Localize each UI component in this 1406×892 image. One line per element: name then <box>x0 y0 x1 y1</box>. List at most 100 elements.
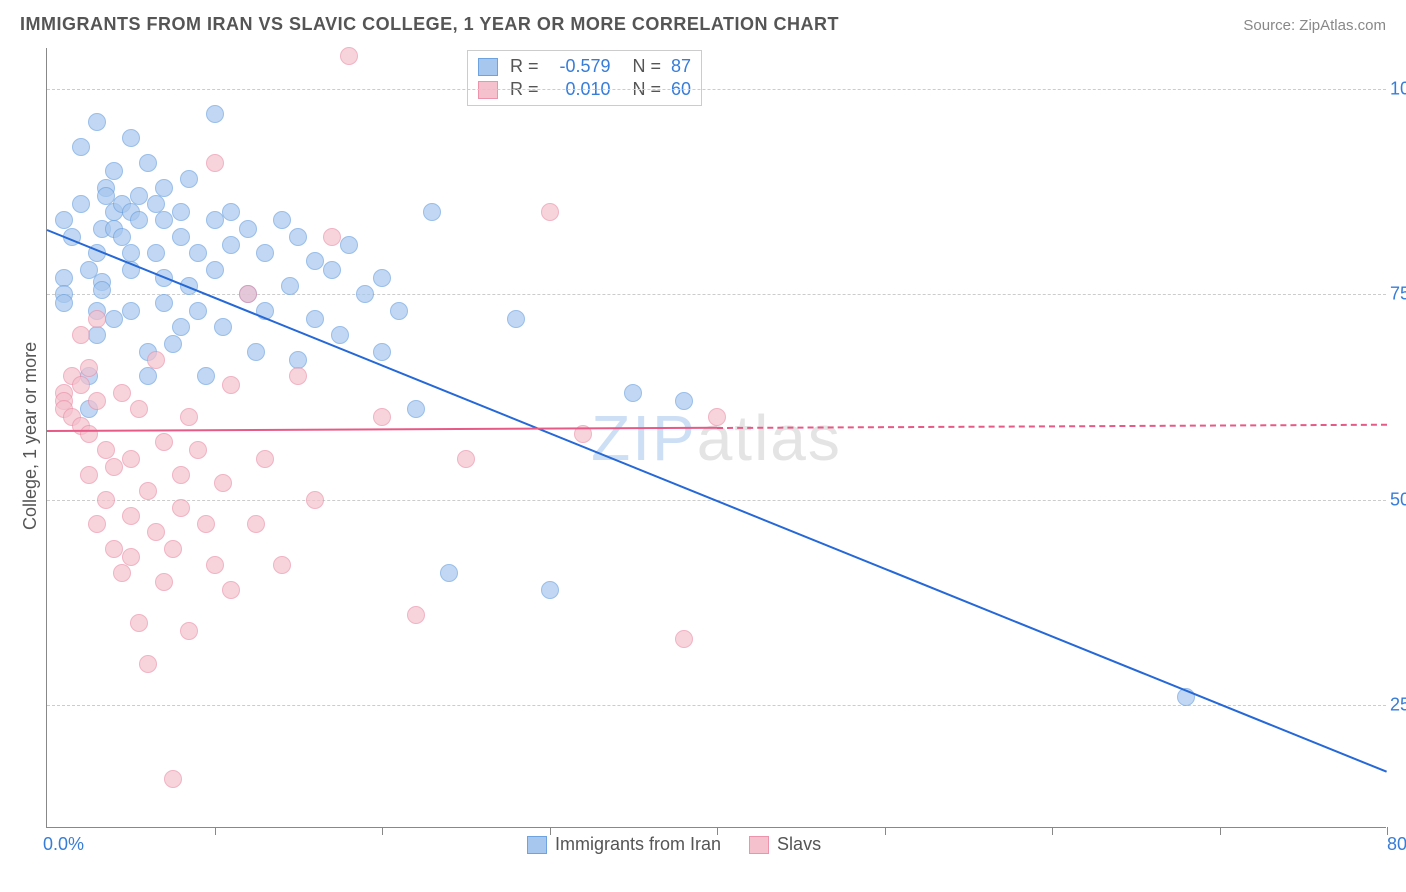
x-tick <box>717 827 718 835</box>
scatter-point-iran <box>289 228 307 246</box>
scatter-point-slavs <box>105 540 123 558</box>
scatter-point-iran <box>373 269 391 287</box>
scatter-point-slavs <box>130 400 148 418</box>
series-legend: Immigrants from IranSlavs <box>527 834 821 855</box>
x-tick <box>382 827 383 835</box>
scatter-point-iran <box>206 105 224 123</box>
y-axis-label: College, 1 year or more <box>20 342 41 530</box>
x-min-label: 0.0% <box>43 834 84 855</box>
scatter-point-iran <box>206 211 224 229</box>
scatter-point-iran <box>373 343 391 361</box>
scatter-point-slavs <box>122 507 140 525</box>
scatter-point-iran <box>197 367 215 385</box>
scatter-point-slavs <box>80 425 98 443</box>
scatter-point-iran <box>172 203 190 221</box>
scatter-point-slavs <box>147 523 165 541</box>
legend-row: R =-0.579N =87 <box>478 55 691 78</box>
scatter-point-slavs <box>306 491 324 509</box>
correlation-legend: R =-0.579N =87R =0.010N =60 <box>467 50 702 106</box>
scatter-point-iran <box>407 400 425 418</box>
scatter-point-slavs <box>222 581 240 599</box>
scatter-point-iran <box>323 261 341 279</box>
legend-swatch <box>527 836 547 854</box>
scatter-point-slavs <box>72 376 90 394</box>
scatter-point-slavs <box>147 351 165 369</box>
scatter-point-slavs <box>708 408 726 426</box>
scatter-point-slavs <box>122 548 140 566</box>
scatter-point-iran <box>189 244 207 262</box>
scatter-point-slavs <box>164 540 182 558</box>
scatter-point-slavs <box>130 614 148 632</box>
scatter-point-slavs <box>206 154 224 172</box>
scatter-point-slavs <box>122 450 140 468</box>
scatter-point-slavs <box>675 630 693 648</box>
scatter-point-slavs <box>407 606 425 624</box>
scatter-point-iran <box>172 318 190 336</box>
plot-area: ZIPatlas R =-0.579N =87R =0.010N =60 Imm… <box>46 48 1386 828</box>
scatter-point-iran <box>113 228 131 246</box>
scatter-point-slavs <box>113 384 131 402</box>
scatter-point-iran <box>93 281 111 299</box>
scatter-point-iran <box>139 154 157 172</box>
scatter-point-slavs <box>541 203 559 221</box>
scatter-point-iran <box>247 343 265 361</box>
scatter-point-slavs <box>113 564 131 582</box>
scatter-point-iran <box>105 310 123 328</box>
scatter-point-slavs <box>222 376 240 394</box>
gridline <box>47 89 1386 90</box>
scatter-point-iran <box>356 285 374 303</box>
scatter-point-iran <box>72 195 90 213</box>
scatter-point-slavs <box>88 310 106 328</box>
scatter-point-slavs <box>180 622 198 640</box>
scatter-point-slavs <box>139 482 157 500</box>
scatter-point-iran <box>130 211 148 229</box>
scatter-point-iran <box>675 392 693 410</box>
scatter-point-slavs <box>289 367 307 385</box>
scatter-point-iran <box>147 195 165 213</box>
scatter-point-iran <box>130 187 148 205</box>
scatter-point-iran <box>122 302 140 320</box>
chart-title: IMMIGRANTS FROM IRAN VS SLAVIC COLLEGE, … <box>20 14 839 35</box>
scatter-point-iran <box>172 228 190 246</box>
x-tick <box>550 827 551 835</box>
scatter-point-slavs <box>457 450 475 468</box>
scatter-point-slavs <box>256 450 274 468</box>
scatter-point-slavs <box>97 491 115 509</box>
scatter-point-iran <box>306 252 324 270</box>
scatter-point-iran <box>624 384 642 402</box>
scatter-point-iran <box>222 236 240 254</box>
scatter-point-slavs <box>88 515 106 533</box>
legend-swatch <box>478 58 498 76</box>
scatter-point-slavs <box>139 655 157 673</box>
scatter-point-iran <box>139 367 157 385</box>
scatter-point-slavs <box>88 392 106 410</box>
scatter-point-slavs <box>214 474 232 492</box>
scatter-point-slavs <box>105 458 123 476</box>
scatter-point-slavs <box>80 359 98 377</box>
x-tick <box>1387 827 1388 835</box>
scatter-point-iran <box>105 162 123 180</box>
scatter-point-iran <box>88 326 106 344</box>
scatter-point-iran <box>122 129 140 147</box>
scatter-point-slavs <box>340 47 358 65</box>
scatter-point-slavs <box>197 515 215 533</box>
trend-line <box>717 423 1387 428</box>
scatter-point-iran <box>164 335 182 353</box>
scatter-point-iran <box>541 581 559 599</box>
scatter-point-iran <box>423 203 441 221</box>
scatter-point-slavs <box>172 499 190 517</box>
scatter-point-iran <box>214 318 232 336</box>
scatter-point-slavs <box>164 770 182 788</box>
y-tick-label: 50.0% <box>1390 489 1406 510</box>
scatter-point-iran <box>340 236 358 254</box>
scatter-point-slavs <box>72 326 90 344</box>
scatter-point-iran <box>256 244 274 262</box>
scatter-point-iran <box>390 302 408 320</box>
scatter-point-slavs <box>80 466 98 484</box>
x-max-label: 80.0% <box>1387 834 1406 855</box>
legend-swatch <box>749 836 769 854</box>
scatter-point-iran <box>147 244 165 262</box>
scatter-point-iran <box>180 170 198 188</box>
scatter-point-iran <box>289 351 307 369</box>
scatter-point-iran <box>97 187 115 205</box>
